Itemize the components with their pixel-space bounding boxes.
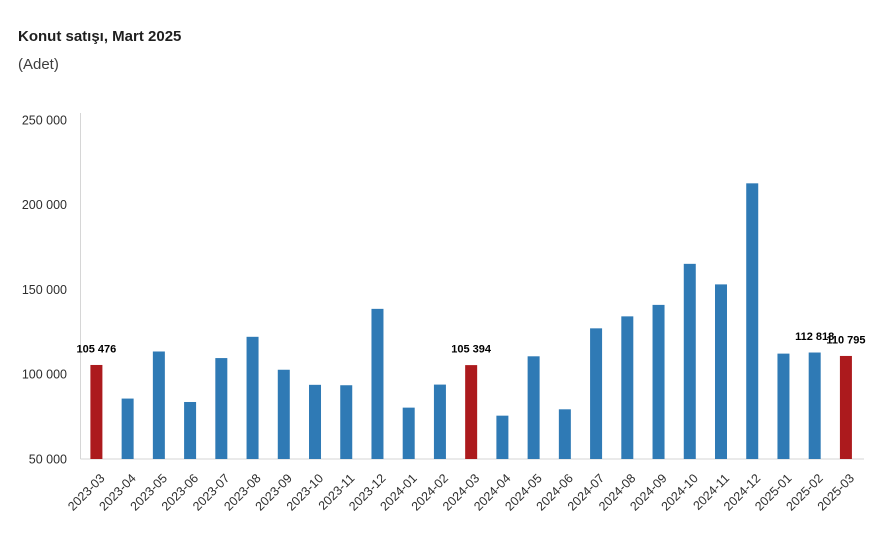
svg-text:105 394: 105 394 <box>451 344 492 356</box>
svg-text:200 000: 200 000 <box>22 198 67 212</box>
svg-text:250 000: 250 000 <box>22 113 67 127</box>
svg-text:100 000: 100 000 <box>22 368 67 382</box>
svg-text:110 795: 110 795 <box>826 335 865 347</box>
svg-text:(Adet): (Adet) <box>18 56 59 73</box>
svg-text:150 000: 150 000 <box>22 283 67 297</box>
svg-text:50 000: 50 000 <box>29 452 67 466</box>
svg-text:Konut satışı, Mart 2025: Konut satışı, Mart 2025 <box>18 28 181 45</box>
svg-text:105 476: 105 476 <box>77 344 117 356</box>
svg-text:112 818: 112 818 <box>795 331 834 343</box>
